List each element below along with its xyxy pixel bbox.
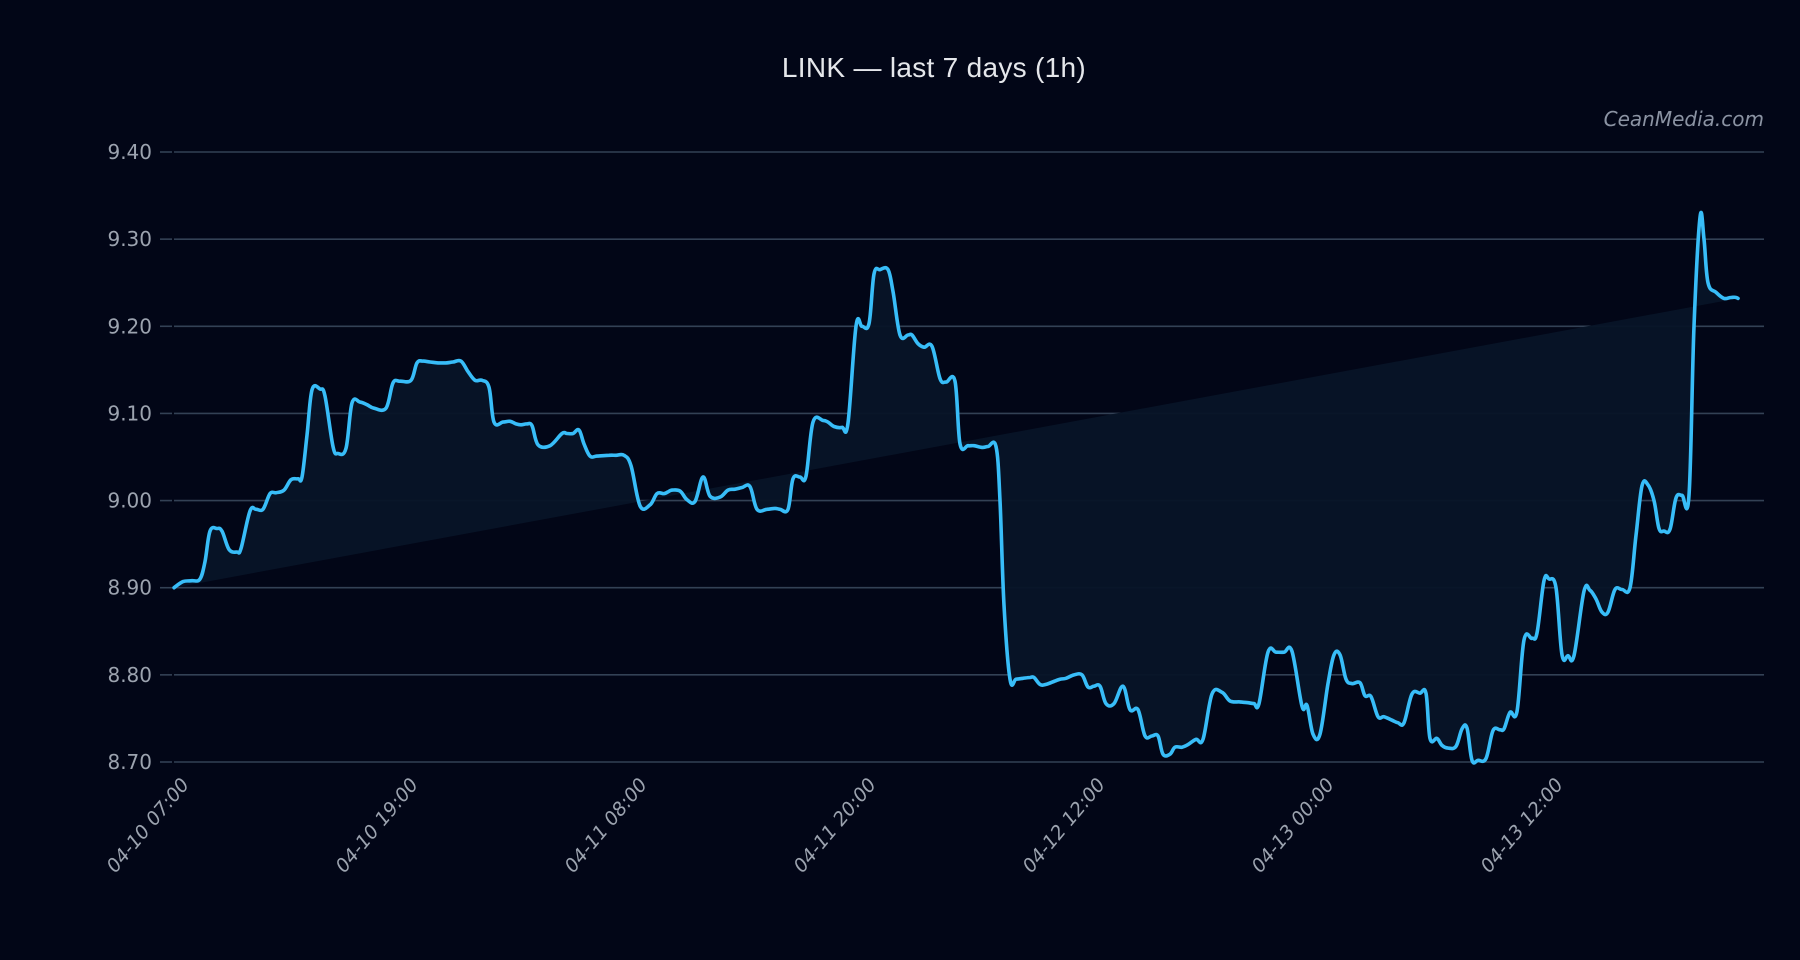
y-tick-label: 8.70 xyxy=(107,750,152,774)
y-tick-label: 9.00 xyxy=(107,489,152,513)
price-line xyxy=(172,210,1740,765)
x-tick-label: 04-11 08:00 xyxy=(560,774,651,877)
x-tick-label: 04-13 12:00 xyxy=(1476,774,1567,877)
y-tick-label: 9.10 xyxy=(107,401,152,425)
y-axis: 8.70 8.80 8.90 9.00 9.10 9.20 9.30 9.40 xyxy=(107,140,172,774)
x-tick-label: 04-10 19:00 xyxy=(331,774,422,877)
x-tick-label: 04-10 07:00 xyxy=(102,774,193,877)
area-fill xyxy=(174,212,1738,763)
y-tick-label: 8.90 xyxy=(107,576,152,600)
y-tick-label: 8.80 xyxy=(107,663,152,687)
x-tick-label: 04-12 12:00 xyxy=(1018,774,1109,877)
x-axis: 04-10 07:00 04-10 19:00 04-11 08:00 04-11 2… xyxy=(102,774,1567,877)
x-tick-label: 04-11 20:00 xyxy=(789,774,880,877)
chart-title: LINK — last 7 days (1h) xyxy=(781,52,1087,83)
y-tick-label: 9.30 xyxy=(107,227,152,251)
y-tick-label: 9.20 xyxy=(107,314,152,338)
y-tick-label: 9.40 xyxy=(107,140,152,164)
x-tick-label: 04-13 00:00 xyxy=(1247,774,1338,877)
watermark: CeanMedia.com xyxy=(1603,107,1764,131)
